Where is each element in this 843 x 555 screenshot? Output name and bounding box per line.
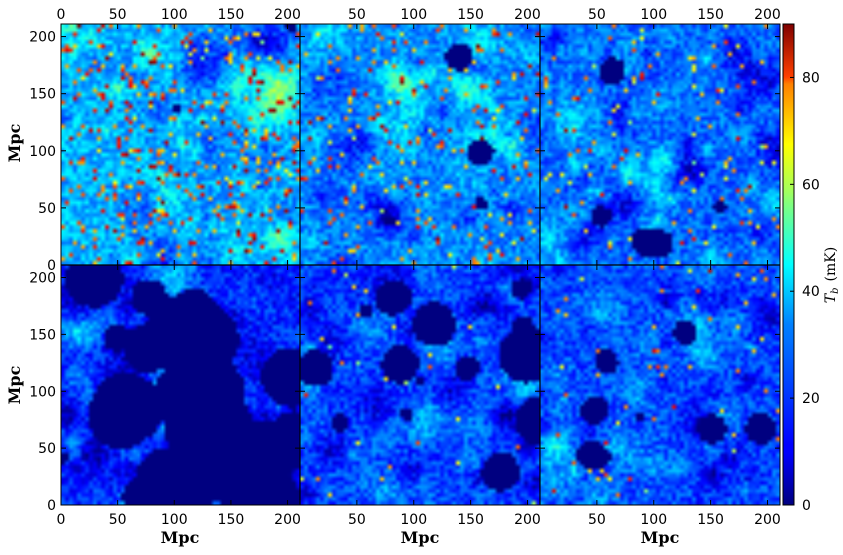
x-axis-label-col-1: Mpc (161, 528, 200, 547)
x-tick-label-top: 150 (697, 7, 724, 23)
colorbar-ticks: 0 20 40 60 80 (790, 70, 820, 514)
y-tick-label: 0 (47, 498, 56, 514)
y-tick-label: 100 (29, 144, 56, 160)
x-tick-label-top: 100 (400, 7, 427, 23)
x-tick-label-top: 200 (754, 7, 781, 23)
y-tick-label: 200 (29, 271, 56, 287)
y-tick-label: 0 (47, 258, 56, 274)
y-tick-label: 100 (29, 384, 56, 400)
heatmap-panel-r2-c1 (61, 265, 300, 505)
colorbar-tick-label: 80 (802, 70, 820, 86)
x-tick-label-top: 100 (640, 7, 667, 23)
x-tick-label-top: 200 (514, 7, 541, 23)
axes: 0050501001001501502002005050100100150150… (29, 7, 781, 528)
colorbar-tick-label: 60 (802, 177, 820, 193)
colorbar-tick-label: 0 (802, 498, 811, 514)
x-tick-label-bottom: 150 (457, 512, 484, 528)
y-axis-label-row-2: Mpc (5, 365, 24, 404)
x-tick-label-top: 0 (57, 7, 66, 23)
x-axis-label-col-2: Mpc (401, 528, 440, 547)
y-tick-label: 50 (38, 441, 56, 457)
heatmap-panel-r1-c3 (540, 24, 780, 265)
x-tick-label-bottom: 200 (274, 512, 301, 528)
y-tick-label: 50 (38, 201, 56, 217)
x-tick-label-bottom: 0 (57, 512, 66, 528)
colorbar (782, 23, 795, 506)
x-tick-label-bottom: 150 (697, 512, 724, 528)
x-tick-label-bottom: 50 (348, 512, 366, 528)
x-tick-label-bottom: 100 (400, 512, 427, 528)
x-tick-label-top: 50 (588, 7, 606, 23)
heatmap-panel-r2-c2 (300, 265, 540, 505)
x-tick-label-top: 150 (218, 7, 245, 23)
colorbar-tick-label: 20 (802, 391, 820, 407)
x-tick-label-bottom: 100 (161, 512, 188, 528)
x-tick-label-bottom: 150 (218, 512, 245, 528)
y-tick-label: 150 (29, 87, 56, 103)
heatmap-panel-r1-c2 (300, 24, 540, 265)
colorbar-tick-label: 40 (802, 284, 820, 300)
x-tick-label-bottom: 200 (514, 512, 541, 528)
x-tick-label-bottom: 50 (109, 512, 127, 528)
heatmap-panel-r1-c1 (61, 24, 300, 265)
colorbar-label-var: T (823, 292, 839, 303)
y-tick-label: 150 (29, 327, 56, 343)
x-axis-label-col-3: Mpc (641, 528, 680, 547)
heatmap-panel-r2-c3 (540, 265, 780, 505)
colorbar-label: Tb (mK) (823, 247, 841, 303)
x-tick-label-top: 200 (274, 7, 301, 23)
x-tick-label-bottom: 50 (588, 512, 606, 528)
heatmap-panels (60, 23, 781, 506)
y-axis-label-row-1: Mpc (5, 123, 24, 162)
x-tick-label-top: 50 (348, 7, 366, 23)
x-tick-label-bottom: 100 (640, 512, 667, 528)
x-tick-label-top: 150 (457, 7, 484, 23)
y-tick-label: 200 (29, 30, 56, 46)
colorbar-label-sub: b (830, 287, 841, 293)
colorbar-label-unit: (mK) (823, 247, 839, 282)
x-tick-label-top: 100 (161, 7, 188, 23)
x-tick-label-top: 50 (109, 7, 127, 23)
x-tick-label-bottom: 200 (754, 512, 781, 528)
